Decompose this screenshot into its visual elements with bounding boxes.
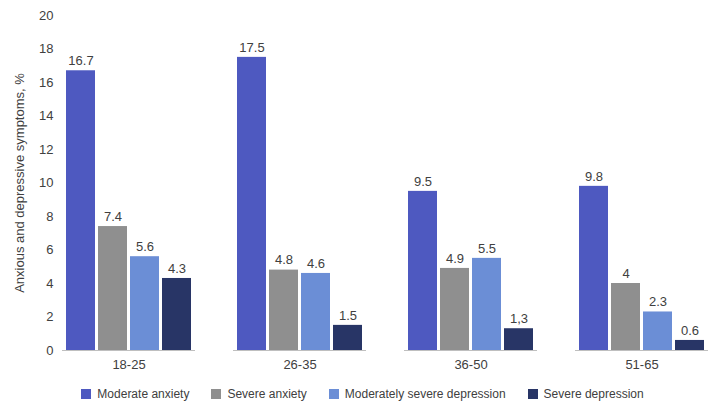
html-text:Severe anxiety: Severe anxiety [227,387,307,401]
html-text:Moderately severe depression: Moderately severe depression [344,387,506,401]
svg-text:2.3: 2.3 [649,294,667,309]
svg-text:8: 8 [46,209,53,224]
svg-text:1,3: 1,3 [510,311,528,326]
svg-text:6: 6 [46,242,53,257]
svg-text:4.9: 4.9 [446,251,464,266]
svg-text:2: 2 [46,309,53,324]
svg-text:9.8: 9.8 [585,169,603,184]
svg-text:0: 0 [46,343,53,358]
svg-text:17.5: 17.5 [239,40,264,55]
svg-text:36-50: 36-50 [454,357,487,372]
svg-text:51-65: 51-65 [625,357,658,372]
svg-text:16: 16 [39,75,53,90]
svg-text:9.5: 9.5 [414,174,432,189]
svg-text:16.7: 16.7 [68,53,93,68]
svg-text:7.4: 7.4 [104,209,122,224]
svg-text:4.6: 4.6 [307,256,325,271]
html-text:Moderate anxiety: Moderate anxiety [97,387,190,401]
svg-text:4.3: 4.3 [168,261,186,276]
svg-text:0.6: 0.6 [681,323,699,338]
svg-text:14: 14 [39,108,53,123]
svg-text:18-25: 18-25 [112,357,145,372]
svg-text:5.6: 5.6 [136,239,154,254]
svg-text:1.5: 1.5 [339,308,357,323]
html-text:Severe depression: Severe depression [543,387,644,401]
svg-text:4: 4 [46,276,53,291]
svg-text:12: 12 [39,142,53,157]
svg-text:5.5: 5.5 [478,241,496,256]
svg-text:26-35: 26-35 [283,357,316,372]
svg-text:20: 20 [39,8,53,23]
svg-text:Anxious and depressive symptom: Anxious and depressive symptoms, % [12,73,27,293]
svg-text:4: 4 [622,266,629,281]
svg-text:18: 18 [39,41,53,56]
svg-text:4.8: 4.8 [275,252,293,267]
svg-text:10: 10 [39,175,53,190]
